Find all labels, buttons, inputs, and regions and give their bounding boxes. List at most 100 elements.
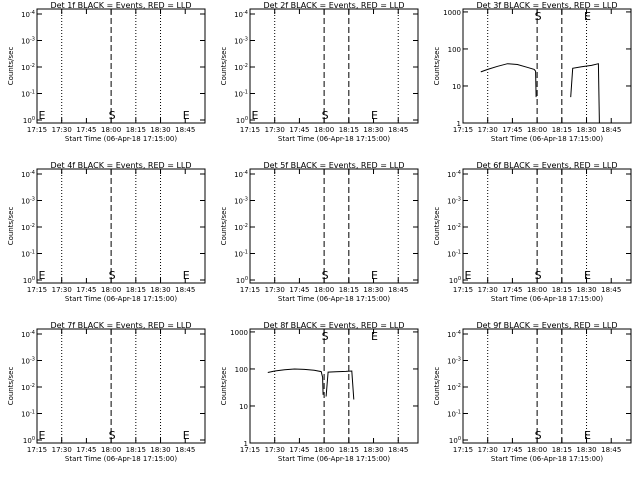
x-tick-label: 18:00 — [101, 286, 121, 294]
y-tick-label: 10-4 — [21, 330, 35, 339]
x-tick-label: 18:00 — [527, 126, 547, 134]
x-tick-label: 17:15 — [453, 126, 473, 134]
x-tick-label: 17:45 — [289, 446, 309, 454]
x-tick-label: 17:30 — [265, 126, 285, 134]
x-tick-label: 18:45 — [175, 286, 195, 294]
y-tick-label: 10-4 — [21, 170, 35, 179]
x-tick-label: 18:00 — [527, 286, 547, 294]
x-tick-label: 18:45 — [175, 126, 195, 134]
end-marker-left: E — [252, 109, 259, 122]
end-marker: E — [584, 269, 591, 282]
y-tick-label: 10-3 — [447, 197, 461, 206]
end-marker: E — [371, 330, 378, 343]
x-axis-label: Start Time (06-Apr-18 17:15:00) — [65, 295, 177, 303]
x-tick-label: 17:45 — [289, 286, 309, 294]
y-tick-label: 10 — [239, 403, 248, 411]
y-tick-label: 10-3 — [21, 37, 35, 46]
x-axis-label: Start Time (06-Apr-18 17:15:00) — [278, 135, 390, 143]
y-tick-label: 10-3 — [21, 197, 35, 206]
x-tick-label: 17:30 — [478, 126, 498, 134]
panel-title: Det 3f BLACK = Events, RED = LLD — [476, 1, 617, 10]
panel-title: Det 7f BLACK = Events, RED = LLD — [50, 321, 191, 330]
x-tick-label: 18:00 — [314, 126, 334, 134]
x-tick-label: 17:45 — [76, 126, 96, 134]
x-tick-label: 18:15 — [126, 126, 146, 134]
x-tick-label: 18:30 — [576, 446, 596, 454]
x-tick-label: 18:30 — [150, 286, 170, 294]
start-marker: S — [322, 330, 329, 343]
y-tick-label: 10-4 — [234, 170, 248, 179]
x-tick-label: 18:15 — [552, 446, 572, 454]
panel-det-3: Det 3f BLACK = Events, RED = LLD 1 10 100 10… — [433, 1, 632, 143]
x-tick-label: 18:15 — [339, 286, 359, 294]
x-tick-label: 17:15 — [240, 126, 260, 134]
y-tick-label: 10-1 — [21, 410, 35, 419]
y-tick-label: 10-2 — [21, 223, 35, 232]
panel-title: Det 9f BLACK = Events, RED = LLD — [476, 321, 617, 330]
x-tick-label: 17:15 — [27, 286, 47, 294]
plot-frame — [462, 328, 632, 444]
panel-det-8: Det 8f BLACK = Events, RED = LLD 1 10 100 10… — [220, 321, 419, 463]
x-tick-label: 18:45 — [388, 286, 408, 294]
x-axis-label: Start Time (06-Apr-18 17:15:00) — [491, 295, 603, 303]
x-tick-label: 17:15 — [27, 446, 47, 454]
x-tick-label: 17:30 — [265, 446, 285, 454]
x-tick-label: 18:00 — [314, 286, 334, 294]
x-axis-label: Start Time (06-Apr-18 17:15:00) — [491, 135, 603, 143]
y-tick-label: 10-3 — [447, 357, 461, 366]
x-tick-label: 18:00 — [101, 446, 121, 454]
x-tick-label: 17:30 — [52, 126, 72, 134]
y-tick-label: 10-4 — [447, 330, 461, 339]
x-tick-label: 18:15 — [552, 126, 572, 134]
y-axis-label: Counts/sec — [433, 367, 441, 406]
y-tick-label: 10-2 — [234, 63, 248, 72]
end-marker-left: E — [39, 109, 46, 122]
x-tick-label: 18:30 — [363, 126, 383, 134]
plot-frame — [249, 328, 419, 444]
y-tick-label: 10-2 — [21, 383, 35, 392]
y-tick-label: 10-3 — [234, 37, 248, 46]
x-tick-label: 18:15 — [126, 286, 146, 294]
x-tick-label: 17:15 — [240, 286, 260, 294]
x-tick-label: 17:45 — [502, 126, 522, 134]
y-tick-label: 10-2 — [447, 383, 461, 392]
y-tick-label: 10-1 — [447, 250, 461, 259]
x-tick-label: 17:45 — [76, 446, 96, 454]
y-tick-label: 1 — [244, 440, 248, 448]
x-tick-label: 17:15 — [453, 286, 473, 294]
x-tick-label: 17:30 — [265, 286, 285, 294]
x-tick-label: 18:30 — [576, 126, 596, 134]
panel-det-1: Det 1f BLACK = Events, RED = LLD 100 10-1 1… — [7, 1, 206, 143]
end-marker-left: E — [465, 269, 472, 282]
x-tick-label: 18:30 — [150, 446, 170, 454]
panel-title: Det 5f BLACK = Events, RED = LLD — [263, 161, 404, 170]
end-marker: E — [584, 429, 591, 442]
panel-det-4: Det 4f BLACK = Events, RED = LLD 100 10-1 1… — [7, 161, 206, 303]
start-marker: S — [109, 109, 116, 122]
y-tick-label: 100 — [23, 436, 35, 445]
start-marker: S — [322, 109, 329, 122]
x-tick-label: 18:30 — [363, 446, 383, 454]
y-tick-label: 10-2 — [447, 223, 461, 232]
panel-title: Det 4f BLACK = Events, RED = LLD — [50, 161, 191, 170]
x-tick-label: 17:45 — [76, 286, 96, 294]
y-tick-label: 100 — [236, 276, 248, 285]
x-tick-label: 18:15 — [126, 446, 146, 454]
y-axis-label: Counts/sec — [7, 367, 15, 406]
panel-title: Det 8f BLACK = Events, RED = LLD — [263, 321, 404, 330]
start-marker: S — [535, 269, 542, 282]
panel-title: Det 6f BLACK = Events, RED = LLD — [476, 161, 617, 170]
x-tick-label: 17:45 — [289, 126, 309, 134]
y-axis-label: Counts/sec — [7, 47, 15, 86]
x-tick-label: 18:15 — [339, 446, 359, 454]
x-tick-label: 18:30 — [363, 286, 383, 294]
y-tick-label: 10-1 — [21, 90, 35, 99]
y-tick-label: 10-3 — [234, 197, 248, 206]
x-tick-label: 18:30 — [576, 286, 596, 294]
end-marker: E — [183, 429, 190, 442]
end-marker-left: E — [39, 269, 46, 282]
x-tick-label: 18:45 — [601, 286, 621, 294]
x-tick-label: 18:00 — [101, 126, 121, 134]
y-tick-label: 100 — [449, 436, 461, 445]
plot-frame — [36, 328, 206, 444]
